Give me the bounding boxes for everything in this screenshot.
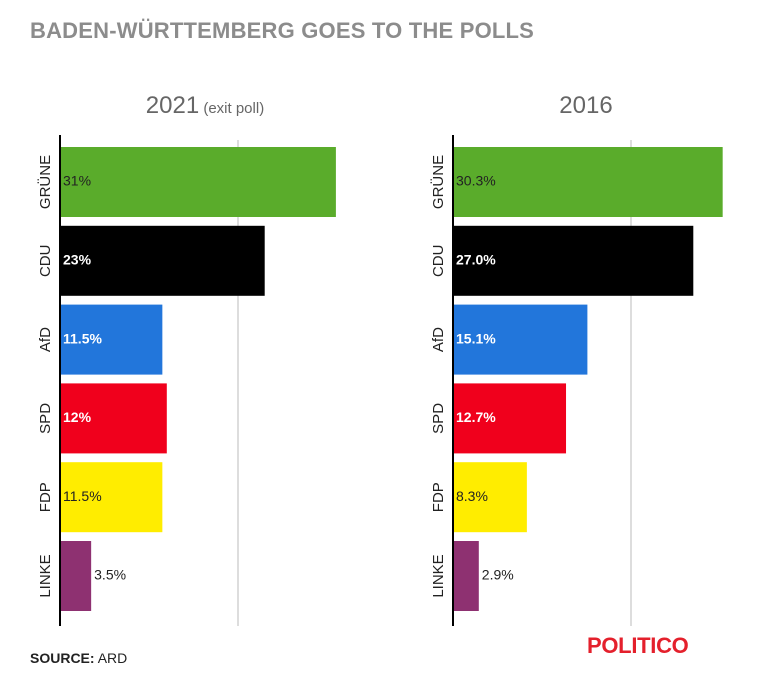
value-label-2016-grune: 30.3%	[456, 173, 496, 189]
value-label-2021-linke: 3.5%	[94, 567, 126, 583]
panel-title-2021: 2021 (exit poll)	[146, 92, 264, 119]
panel-title-year-2021: 2021	[146, 92, 199, 119]
source-label: SOURCE:	[30, 650, 95, 666]
party-label-2016-afd: AfD	[430, 327, 447, 352]
party-label-2021-linke: LINKE	[37, 554, 54, 597]
value-label-2021-afd: 11.5%	[63, 330, 102, 346]
value-label-2021-grune: 31%	[63, 173, 91, 189]
bar-2021-afd	[60, 304, 163, 375]
party-label-2021-fdp: FDP	[37, 482, 54, 512]
chart-title: BADEN-WÜRTTEMBERG GOES TO THE POLLS	[30, 18, 535, 43]
politico-logo: POLITICO	[587, 633, 689, 658]
source-note: SOURCE: ARD	[30, 650, 127, 666]
bar-2021-linke	[60, 541, 92, 611]
party-label-2016-grune: GRÜNE	[429, 155, 447, 209]
panel-subtitle-2021: (exit poll)	[199, 100, 264, 117]
bar-2016-cdu	[453, 225, 694, 296]
bar-2021-spd	[60, 383, 167, 454]
party-label-2021-afd: AfD	[37, 327, 54, 352]
party-label-2021-cdu: CDU	[37, 245, 54, 278]
bar-2016-fdp	[453, 462, 527, 533]
bar-2016-spd	[453, 383, 567, 454]
bar-2021-cdu	[60, 225, 265, 296]
bar-2021-fdp	[60, 462, 163, 533]
bar-2016-afd	[453, 304, 588, 375]
bar-2021-grune	[60, 147, 336, 217]
value-label-2016-spd: 12.7%	[456, 409, 496, 425]
party-label-2016-linke: LINKE	[430, 554, 447, 597]
party-label-2016-spd: SPD	[430, 403, 447, 434]
party-label-2021-grune: GRÜNE	[36, 155, 54, 209]
bar-2016-grune	[453, 147, 723, 217]
bar-2016-linke	[453, 541, 479, 611]
value-label-2016-linke: 2.9%	[482, 567, 514, 583]
party-label-2021-spd: SPD	[37, 403, 54, 434]
value-label-2016-fdp: 8.3%	[456, 488, 488, 504]
value-label-2016-cdu: 27.0%	[456, 252, 496, 268]
value-label-2021-fdp: 11.5%	[63, 488, 102, 504]
value-label-2021-spd: 12%	[63, 409, 92, 425]
panel-title-2016: 2016	[559, 92, 612, 119]
party-label-2016-cdu: CDU	[430, 245, 447, 278]
panel-title-year-2016: 2016	[559, 92, 612, 119]
value-label-2021-cdu: 23%	[63, 252, 92, 268]
value-label-2016-afd: 15.1%	[456, 330, 496, 346]
party-label-2016-fdp: FDP	[430, 482, 447, 512]
source-value: ARD	[97, 650, 128, 666]
